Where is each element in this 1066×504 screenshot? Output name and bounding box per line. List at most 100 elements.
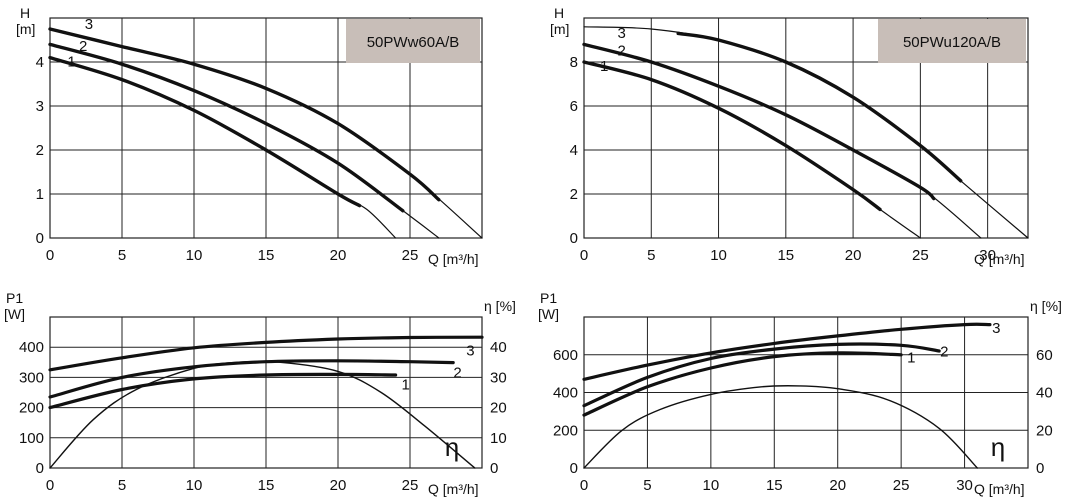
curve-1 <box>582 351 903 417</box>
y2-tick-label: 60 <box>1036 347 1053 364</box>
y-tick-label: 400 <box>553 385 578 402</box>
model-badge <box>878 19 1026 63</box>
y2-tick-label: 10 <box>490 430 507 447</box>
x-tick-label: 10 <box>710 247 727 264</box>
x-axis-label: Q [m³/h] <box>974 481 1025 497</box>
y2-tick-label: 20 <box>1036 422 1053 439</box>
curve-label-2: 2 <box>79 38 87 55</box>
x-tick-label: 15 <box>258 247 275 264</box>
curve-label-1: 1 <box>600 58 608 75</box>
y-tick-label: 1 <box>36 186 44 203</box>
curve-label-3: 3 <box>466 343 474 360</box>
y-tick-label: 0 <box>570 230 578 247</box>
x-tick-label: 0 <box>580 477 588 494</box>
curve-label-1: 1 <box>67 53 75 70</box>
y-tick-label: 200 <box>19 400 44 417</box>
y-axis-symbol: P1 <box>540 290 557 306</box>
curve-1 <box>48 372 398 410</box>
model-badge <box>346 19 480 63</box>
plot-frame <box>583 17 1029 239</box>
curve-operating-range-3 <box>48 27 441 202</box>
y-tick-label: 4 <box>570 142 578 159</box>
x-tick-label: 20 <box>330 477 347 494</box>
y-tick-label: 300 <box>19 369 44 386</box>
y2-tick-label: 20 <box>490 400 507 417</box>
x-axis-label: Q [m³/h] <box>428 481 479 497</box>
y-tick-label: 2 <box>570 186 578 203</box>
curve-1 <box>49 57 397 239</box>
y-axis-unit: [W] <box>538 306 559 322</box>
curve-operating-range-2 <box>48 42 405 213</box>
x-tick-label: 0 <box>46 247 54 264</box>
model-title: 50PWu120A/B <box>903 34 1001 51</box>
x-tick-label: 20 <box>829 477 846 494</box>
x-axis-label: Q [m³/h] <box>974 251 1025 267</box>
x-tick-label: 5 <box>643 477 651 494</box>
y-axis-unit: [W] <box>4 306 25 322</box>
y-tick-label: 600 <box>553 347 578 364</box>
y-axis-unit: [m] <box>550 21 569 37</box>
plot-frame <box>49 316 483 469</box>
x-tick-label: 15 <box>777 247 794 264</box>
x-tick-label: 10 <box>703 477 720 494</box>
y-tick-label: 400 <box>19 339 44 356</box>
plot-frame <box>583 316 1029 469</box>
efficiency-symbol: η <box>991 432 1005 462</box>
curve-label-2: 2 <box>618 42 626 59</box>
x-tick-label: 25 <box>402 247 419 264</box>
x-tick-label: 15 <box>766 477 783 494</box>
y-axis-symbol: P1 <box>6 290 23 306</box>
curve-label-2: 2 <box>453 364 461 381</box>
curve-label-3: 3 <box>992 320 1000 337</box>
y2-axis-label: η [%] <box>1030 298 1062 314</box>
y2-axis-label: η [%] <box>484 298 516 314</box>
curve-operating-range-2 <box>582 42 936 201</box>
y2-tick-label: 40 <box>1036 385 1053 402</box>
efficiency-curve <box>583 384 978 469</box>
y-axis-unit: [m] <box>16 21 35 37</box>
x-tick-label: 25 <box>893 477 910 494</box>
plot-frame <box>49 17 483 239</box>
efficiency-curve <box>49 360 476 469</box>
curve-label-3: 3 <box>618 25 626 42</box>
curve-label-1: 1 <box>907 349 915 366</box>
y-tick-label: 0 <box>36 230 44 247</box>
y2-tick-label: 40 <box>490 339 507 356</box>
x-tick-label: 20 <box>330 247 347 264</box>
curve-operating-range-3 <box>676 31 963 183</box>
curve-label-3: 3 <box>85 16 93 33</box>
y2-tick-label: 0 <box>490 460 498 477</box>
x-tick-label: 0 <box>46 477 54 494</box>
x-tick-label: 30 <box>956 477 973 494</box>
x-tick-label: 5 <box>647 247 655 264</box>
x-tick-label: 25 <box>402 477 419 494</box>
curve-operating-range-1 <box>582 60 882 212</box>
y-tick-label: 8 <box>570 54 578 71</box>
x-tick-label: 5 <box>118 247 126 264</box>
y-tick-label: 4 <box>36 54 44 71</box>
y-axis-symbol: H <box>554 5 564 21</box>
y-tick-label: 0 <box>36 460 44 477</box>
y2-tick-label: 0 <box>1036 460 1044 477</box>
x-tick-label: 5 <box>118 477 126 494</box>
x-tick-label: 10 <box>186 247 203 264</box>
curve-2 <box>582 342 941 408</box>
y-tick-label: 3 <box>36 98 44 115</box>
x-tick-label: 20 <box>845 247 862 264</box>
y-tick-label: 2 <box>36 142 44 159</box>
x-tick-label: 25 <box>912 247 929 264</box>
efficiency-symbol: η <box>445 432 459 462</box>
curve-operating-range-1 <box>48 55 362 208</box>
curve-label-1: 1 <box>402 376 410 393</box>
x-tick-label: 15 <box>258 477 275 494</box>
y-tick-label: 0 <box>570 460 578 477</box>
curve-3 <box>48 335 484 372</box>
y-tick-label: 6 <box>570 98 578 115</box>
curve-3 <box>582 322 992 381</box>
model-title: 50PWw60A/B <box>367 34 460 51</box>
y-tick-label: 100 <box>19 430 44 447</box>
y-axis-symbol: H <box>20 5 30 21</box>
curve-2 <box>583 43 982 239</box>
x-tick-label: 10 <box>186 477 203 494</box>
